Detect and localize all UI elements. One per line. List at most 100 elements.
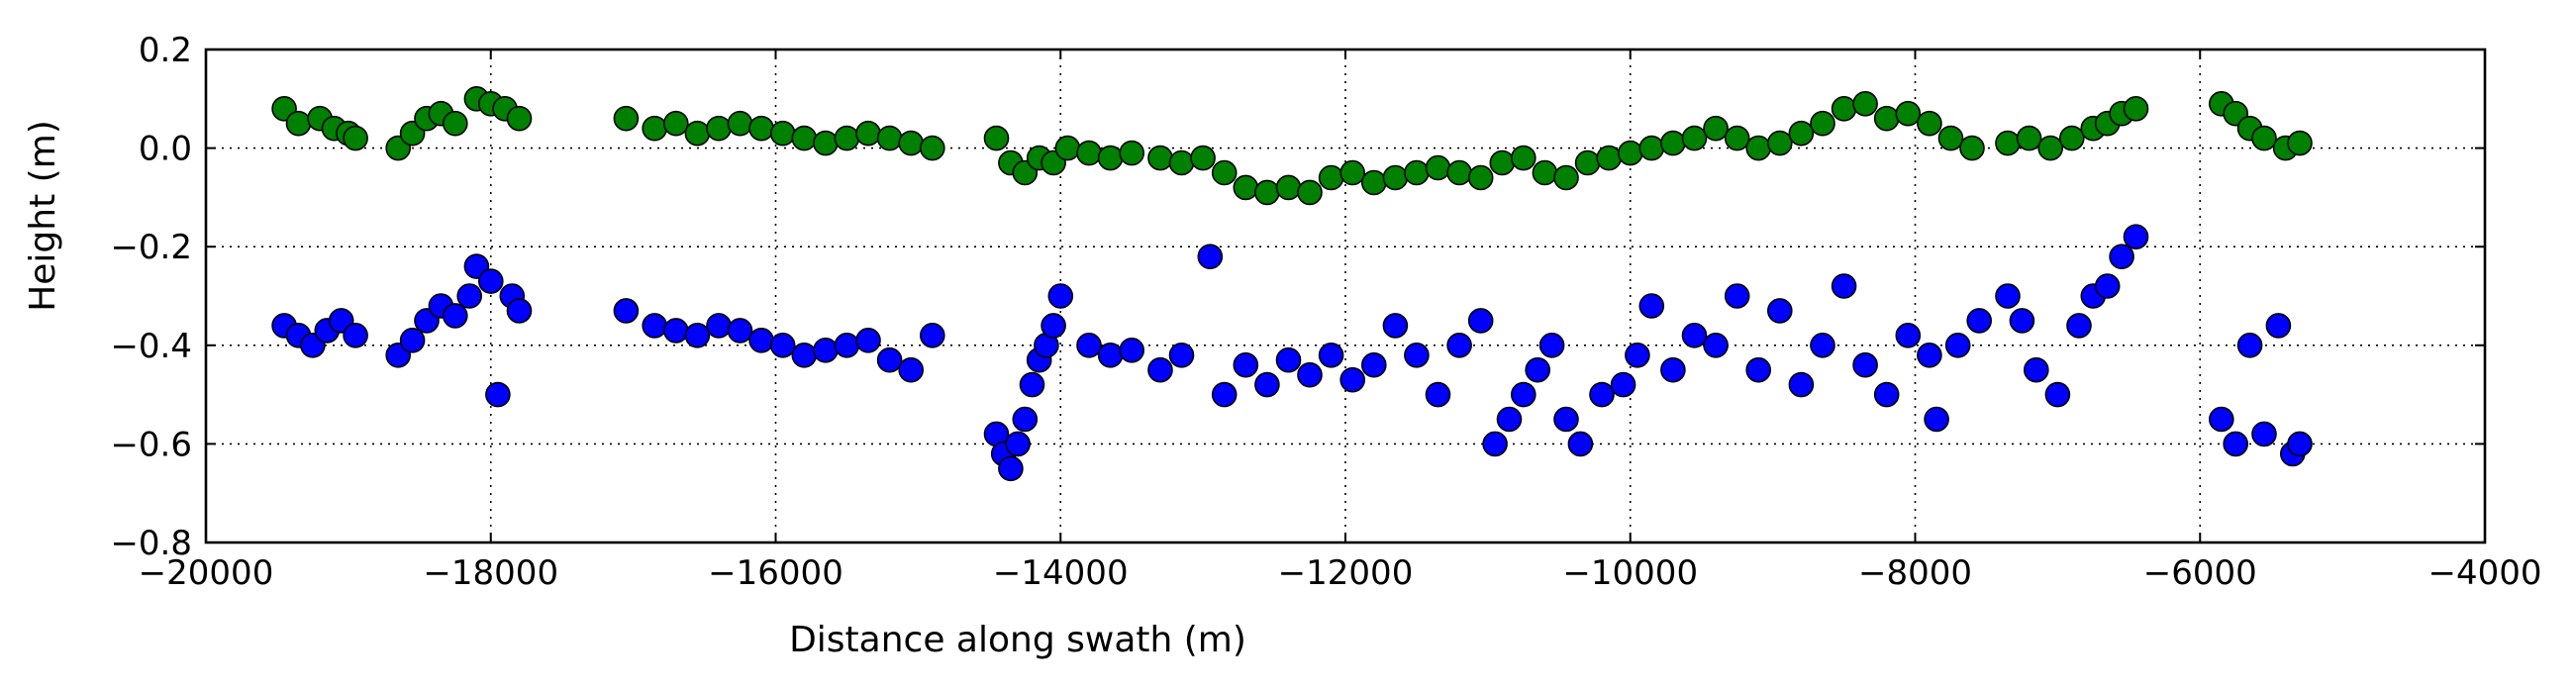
data-point (834, 125, 860, 151)
data-point (1724, 125, 1750, 151)
data-point (2094, 273, 2121, 299)
data-point (2123, 224, 2149, 249)
data-point (1404, 159, 1430, 186)
data-point (1924, 406, 1949, 433)
data-point (1660, 356, 1686, 383)
data-point (791, 342, 818, 368)
data-point (456, 283, 483, 309)
y-tick-label: 0.0 (139, 130, 192, 169)
data-point (477, 268, 504, 294)
data-point (1097, 342, 1124, 368)
y-axis-label: Height (m) (23, 120, 63, 312)
data-point (1318, 164, 1344, 191)
data-point (2236, 332, 2263, 358)
data-point (813, 130, 839, 156)
data-point (1703, 115, 1729, 142)
data-point (1318, 342, 1344, 368)
data-point (1339, 366, 1365, 393)
x-tick-label: −18000 (423, 553, 558, 593)
x-tick-label: −20000 (139, 553, 274, 593)
data-point (1610, 371, 1636, 398)
data-point (1638, 293, 1665, 319)
data-point (1589, 381, 1615, 408)
data-point (1638, 135, 1665, 161)
data-point (1382, 164, 1409, 191)
series-1 (271, 86, 2313, 206)
data-point (343, 125, 368, 151)
data-point (1995, 283, 2021, 309)
data-point (769, 120, 796, 147)
plot-frame (204, 48, 2487, 544)
data-point (727, 318, 753, 344)
y-tick-label: −0.8 (110, 524, 192, 563)
data-point (1767, 298, 1793, 324)
data-point (1361, 351, 1387, 378)
data-point (2209, 406, 2234, 433)
data-point (1596, 145, 1622, 171)
data-point (2265, 313, 2292, 339)
data-point (1168, 149, 1195, 176)
data-point (1168, 342, 1195, 368)
data-point (1745, 135, 1771, 161)
data-point (2223, 431, 2248, 457)
data-point (998, 455, 1024, 482)
data-point (1297, 361, 1323, 388)
data-point (1538, 332, 1565, 358)
data-point (983, 125, 1010, 151)
grid-layer (205, 49, 2486, 543)
data-point (706, 115, 732, 142)
data-point (1119, 140, 1144, 166)
data-point (1852, 91, 1878, 117)
data-point (834, 332, 860, 358)
data-point (684, 322, 711, 348)
data-point (1275, 346, 1302, 373)
x-tick-label: −10000 (1562, 553, 1698, 593)
data-point (898, 130, 925, 156)
data-point (876, 125, 903, 151)
data-point (642, 313, 668, 339)
data-point (1810, 110, 1835, 137)
data-point (813, 337, 839, 363)
data-point (1511, 145, 1536, 171)
data-point (1745, 356, 1771, 383)
data-point (2066, 313, 2092, 339)
data-point (1660, 130, 1686, 156)
y-tick-label: −0.6 (110, 425, 192, 464)
data-point (1005, 431, 1031, 457)
data-point (1382, 313, 1409, 339)
data-point (748, 327, 774, 353)
data-point (2016, 125, 2042, 151)
data-point (1275, 174, 1302, 201)
data-point (2109, 244, 2134, 270)
data-point (1233, 174, 1259, 201)
data-point (1147, 145, 1173, 171)
data-point (1917, 110, 1942, 137)
data-point (1852, 351, 1878, 378)
data-point (1211, 159, 1238, 186)
data-point (1703, 332, 1729, 358)
data-point (1482, 431, 1508, 457)
data-point (876, 346, 903, 373)
data-point (1467, 164, 1494, 191)
data-point (1233, 351, 1259, 378)
data-point (855, 120, 881, 147)
data-point (662, 110, 689, 137)
data-point (1532, 159, 1558, 186)
x-tick-label: −8000 (1858, 553, 1972, 593)
data-point (2009, 308, 2035, 334)
data-point (1211, 381, 1238, 408)
data-point (1190, 145, 1216, 171)
data-point (1966, 308, 1992, 334)
x-tick-label: −4000 (2427, 553, 2541, 593)
data-point (1937, 125, 1964, 151)
data-point (1553, 406, 1579, 433)
data-point (442, 110, 468, 137)
data-point (1681, 322, 1708, 348)
data-point (1917, 342, 1942, 368)
data-point (2251, 421, 2277, 447)
data-point (485, 381, 511, 408)
x-tick-label: −16000 (708, 553, 843, 593)
data-point (1831, 96, 1857, 122)
data-point (1076, 332, 1102, 358)
data-point (1724, 283, 1750, 309)
